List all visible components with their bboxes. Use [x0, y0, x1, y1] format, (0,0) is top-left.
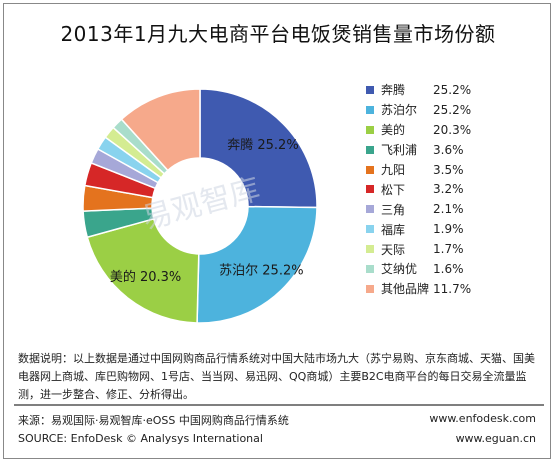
data-label-美的: 美的 20.3% — [110, 269, 181, 285]
legend: 奔腾 25.2% 苏泊尔 25.2% 美的 20.3% 飞利浦 3.6% 九阳 3.5% 松下 3.2… — [366, 80, 471, 299]
legend-item-艾纳优: 艾纳优 1.6% — [366, 259, 471, 279]
legend-value: 25.2% — [433, 102, 472, 117]
legend-label: 苏泊尔 — [381, 103, 418, 118]
legend-value: 3.5% — [433, 162, 464, 177]
legend-item-福库: 福库 1.9% — [366, 219, 471, 239]
legend-value: 1.7% — [433, 242, 464, 257]
source-url-enfodesk[interactable]: www.enfodesk.com — [429, 412, 536, 425]
legend-swatch — [366, 205, 374, 214]
chart-title: 2013年1月九大电商平台电饭煲销售量市场份额 — [60, 22, 496, 46]
legend-item-苏泊尔: 苏泊尔 25.2% — [366, 100, 471, 120]
legend-value: 3.6% — [433, 142, 464, 157]
legend-swatch — [366, 185, 374, 194]
slice-苏泊尔 — [196, 205, 318, 324]
data-label-group: 奔腾 25.2% 苏泊尔 25.2% 美的 20.3% — [110, 137, 304, 285]
legend-value: 3.2% — [433, 182, 464, 197]
legend-label: 艾纳优 — [381, 262, 418, 277]
legend-label: 天际 — [381, 242, 406, 257]
legend-swatch — [366, 225, 374, 234]
legend-label: 飞利浦 — [381, 143, 418, 158]
legend-swatch — [366, 105, 374, 114]
legend-value: 2.1% — [433, 202, 464, 217]
legend-value: 1.9% — [433, 222, 464, 237]
source-cn: 来源：易观国际·易观智库·eOSS 中国网购商品行情系统 — [18, 414, 289, 427]
legend-item-美的: 美的 20.3% — [366, 120, 471, 140]
legend-swatch — [366, 145, 374, 154]
legend-swatch — [366, 85, 374, 94]
legend-item-九阳: 九阳 3.5% — [366, 160, 471, 180]
legend-swatch — [366, 284, 374, 293]
chart-frame — [3, 3, 551, 459]
legend-item-其他品牌: 其他品牌 11.7% — [366, 279, 471, 299]
data-label-苏泊尔: 苏泊尔 25.2% — [219, 263, 303, 279]
legend-label: 九阳 — [381, 163, 406, 177]
slice-美的 — [86, 217, 200, 324]
legend-item-飞利浦: 飞利浦 3.6% — [366, 140, 471, 160]
legend-value: 1.6% — [433, 261, 464, 276]
legend-label: 福库 — [381, 222, 406, 237]
footer-divider — [14, 404, 544, 406]
source-url-eguan[interactable]: www.eguan.cn — [455, 432, 536, 445]
legend-value: 11.7% — [433, 281, 472, 296]
slice-group — [82, 88, 318, 324]
source-en: SOURCE: EnfoDesk © Analysys Internationa… — [18, 432, 263, 445]
legend-label: 松下 — [381, 182, 406, 197]
slice-其他品牌 — [120, 88, 201, 172]
legend-item-奔腾: 奔腾 25.2% — [366, 80, 471, 100]
data-label-奔腾: 奔腾 25.2% — [227, 137, 298, 153]
legend-item-松下: 松下 3.2% — [366, 179, 471, 199]
legend-value: 20.3% — [433, 122, 472, 137]
legend-value: 25.2% — [433, 82, 472, 97]
slice-奔腾 — [199, 88, 318, 209]
legend-swatch — [366, 264, 374, 273]
legend-swatch — [366, 245, 374, 254]
legend-label: 美的 — [381, 123, 406, 138]
legend-item-天际: 天际 1.7% — [366, 239, 471, 259]
legend-swatch — [366, 165, 374, 174]
legend-swatch — [366, 125, 374, 134]
legend-label: 三角 — [381, 202, 406, 217]
legend-item-三角: 三角 2.1% — [366, 199, 471, 219]
legend-label: 其他品牌 — [381, 282, 430, 297]
legend-label: 奔腾 — [381, 83, 406, 98]
data-note: 数据说明：以上数据是通过中国网购商品行情系统对中国大陆市场九大（苏宁易购、京东商… — [18, 352, 535, 401]
